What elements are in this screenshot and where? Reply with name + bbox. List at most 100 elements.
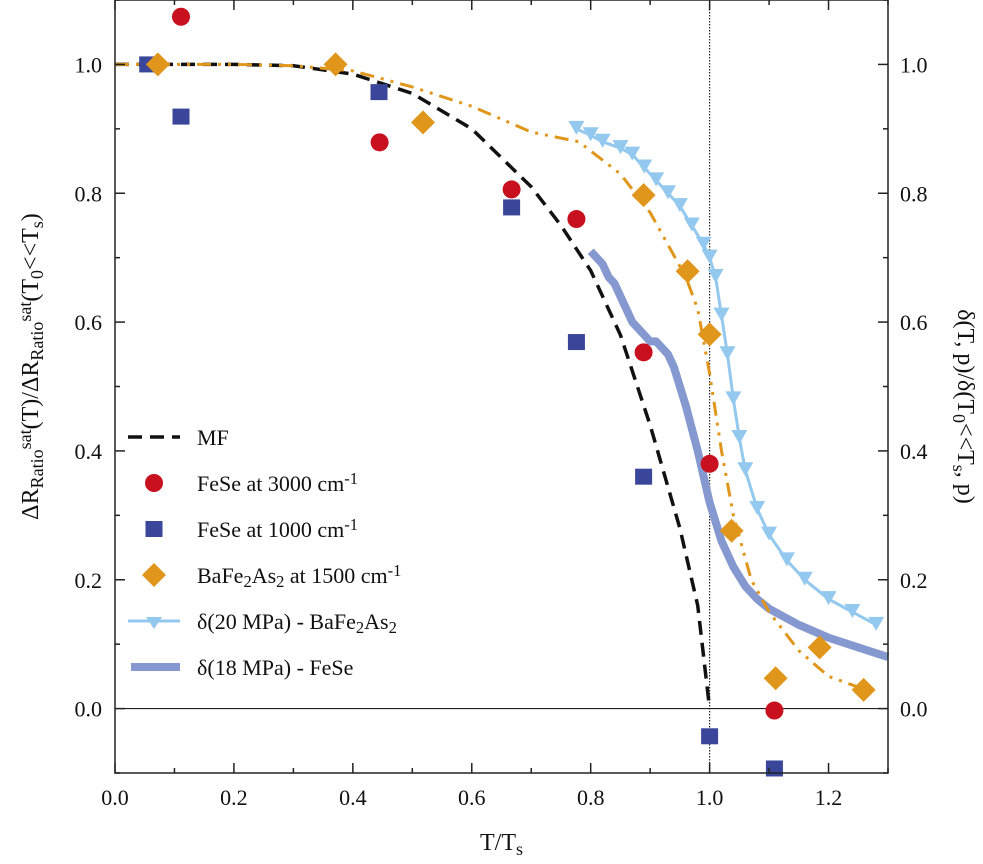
data-point [820, 591, 837, 606]
y-tick-label-right: 0.0 [900, 697, 928, 722]
series-6 [587, 248, 890, 661]
y-tick-label-right: 1.0 [900, 52, 928, 77]
text-part: <<T [952, 423, 978, 465]
text-part: -1 [388, 561, 402, 580]
data-point [635, 468, 653, 485]
data-point [731, 430, 748, 445]
plot-area [115, 0, 890, 777]
text-part: BaFe [197, 563, 243, 588]
legend-label: FeSe at 1000 cm-1 [197, 515, 358, 542]
data-point [567, 334, 585, 351]
y-tick-label-left: 0.2 [75, 568, 103, 593]
legend-marker [145, 521, 163, 537]
y-axis-title-left: ΔRRatiosat(T)/ΔRRatiosat(T0<<Ts) [15, 213, 47, 520]
data-point [612, 140, 629, 155]
legend-item: δ(18 MPa) - FeSe [131, 655, 353, 680]
series-4 [115, 62, 865, 691]
text-part: As [252, 563, 276, 588]
data-point [567, 210, 586, 229]
data-point [323, 52, 348, 77]
y-tick-label-left: 1.0 [75, 52, 103, 77]
legend-item: δ(20 MPa) - BaFe2As2 [128, 609, 397, 637]
x-tick-label: 1.0 [696, 785, 724, 810]
data-point [594, 133, 611, 148]
legend-label: BaFe2As2 at 1500 cm-1 [197, 561, 401, 591]
data-point [697, 322, 722, 347]
data-point [719, 346, 736, 361]
text-part: MF [197, 425, 229, 450]
x-tick-label: 0.6 [458, 785, 486, 810]
data-point [761, 526, 778, 541]
legend-label: MF [197, 425, 229, 450]
data-point [763, 666, 788, 691]
y-tick-label-right: 0.6 [900, 310, 928, 335]
text-part: As [364, 609, 388, 634]
data-point [844, 603, 861, 618]
text-part: 0 [27, 270, 47, 279]
text-part: Ratio [27, 449, 47, 488]
data-point [713, 307, 730, 322]
fit-curve [115, 62, 865, 691]
text-part: ΔR [18, 488, 44, 519]
data-point [634, 343, 653, 362]
text-part: Ratio [27, 322, 47, 361]
data-point [700, 454, 719, 473]
data-point [503, 199, 521, 216]
y-tick-label-left: 0.8 [75, 181, 103, 206]
data-point [796, 571, 813, 586]
data-point [701, 249, 718, 264]
x-tick-label: 0.4 [339, 785, 367, 810]
data-point [778, 552, 795, 567]
text-part: s [27, 221, 47, 228]
text-part: FeSe at 1000 cm [197, 517, 344, 542]
series-3 [145, 52, 876, 702]
text-part: , p) [952, 472, 978, 504]
y-tick-label-right: 0.8 [900, 181, 928, 206]
text-part: sat [15, 302, 35, 322]
legend-label: δ(18 MPa) - FeSe [197, 655, 353, 680]
data-point [868, 616, 885, 631]
data-point [648, 172, 665, 187]
y-tick-label-left: 0.4 [75, 439, 103, 464]
data-point [765, 701, 784, 720]
text-part: FeSe at 3000 cm [197, 471, 344, 496]
axes: 0.0 0.2 0.4 0.6 0.8 1.0 1.2 0.0 0.0 0.2 0.2 0.4 0.4 0… [15, 0, 978, 859]
y-tick-label-left: 0.0 [75, 697, 103, 722]
legend-label: FeSe at 3000 cm-1 [197, 469, 358, 496]
data-point [695, 236, 712, 251]
legend-marker [146, 617, 162, 629]
text-part: 0 [950, 414, 970, 423]
series-0 [115, 62, 712, 709]
data-point [719, 518, 744, 543]
text-part: δ(T, p)/δ(T [952, 309, 978, 414]
legend-item: MF [128, 425, 229, 450]
text-part: -1 [344, 469, 358, 488]
data-point [749, 500, 766, 515]
text-part: sat [15, 429, 35, 449]
series-1 [172, 7, 784, 720]
data-point [582, 127, 599, 142]
data-point [172, 7, 191, 26]
text-part: <<T [18, 228, 44, 270]
text-part: δ(18 MPa) - FeSe [197, 655, 353, 680]
y-axis-title-right: δ(T, p)/δ(T0<<Ts, p) [950, 309, 979, 504]
data-point [631, 183, 656, 208]
text-part: (T)/ΔR [18, 361, 44, 430]
delta-fese-curve [587, 248, 890, 661]
text-part: δ(20 MPa) - BaFe [197, 609, 356, 634]
x-axis-title: T/Ts [480, 830, 523, 859]
data-point [737, 462, 754, 477]
legend-item: FeSe at 3000 cm-1 [145, 469, 358, 496]
text-part: T/T [480, 830, 516, 856]
y-tick-label-right: 0.4 [900, 439, 928, 464]
text-part: (T [18, 279, 44, 302]
text-part: s [516, 839, 523, 859]
x-tick-label: 0.0 [101, 785, 129, 810]
data-point [683, 217, 700, 232]
data-point [145, 52, 170, 77]
legend-marker [145, 474, 163, 492]
legend-marker [142, 563, 166, 587]
y-tick-label-left: 0.6 [75, 310, 103, 335]
data-point [707, 268, 724, 283]
